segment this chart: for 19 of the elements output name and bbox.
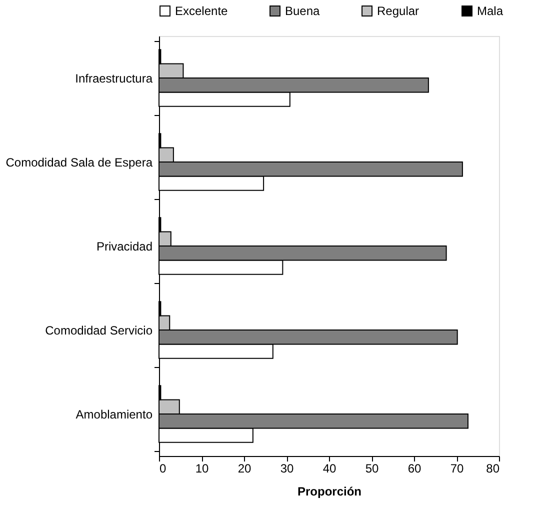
x-tick-label: 70 <box>450 462 464 476</box>
x-axis-title: Proporción <box>297 484 362 498</box>
x-tick-label: 30 <box>280 462 294 476</box>
y-tick-label: Comodidad Sala de Espera <box>6 156 153 170</box>
legend-label: Mala <box>477 4 504 18</box>
y-tick-label: Comodidad Servicio <box>45 324 153 338</box>
legend-label: Regular <box>377 4 420 18</box>
x-tick-label: 80 <box>486 462 500 476</box>
x-tick-label: 20 <box>238 462 252 476</box>
y-tick-label: Amoblamiento <box>76 408 153 422</box>
y-tick-label: Infraestructura <box>75 72 153 86</box>
x-tick-label: 40 <box>322 462 336 476</box>
x-tick-label: 50 <box>365 462 379 476</box>
legend-label: Buena <box>285 4 320 18</box>
x-tick-label: 0 <box>160 462 166 476</box>
y-tick-label: Privacidad <box>96 240 152 254</box>
legend-label: Excelente <box>175 4 228 18</box>
x-tick-label: 10 <box>195 462 209 476</box>
x-tick-label: 60 <box>408 462 422 476</box>
